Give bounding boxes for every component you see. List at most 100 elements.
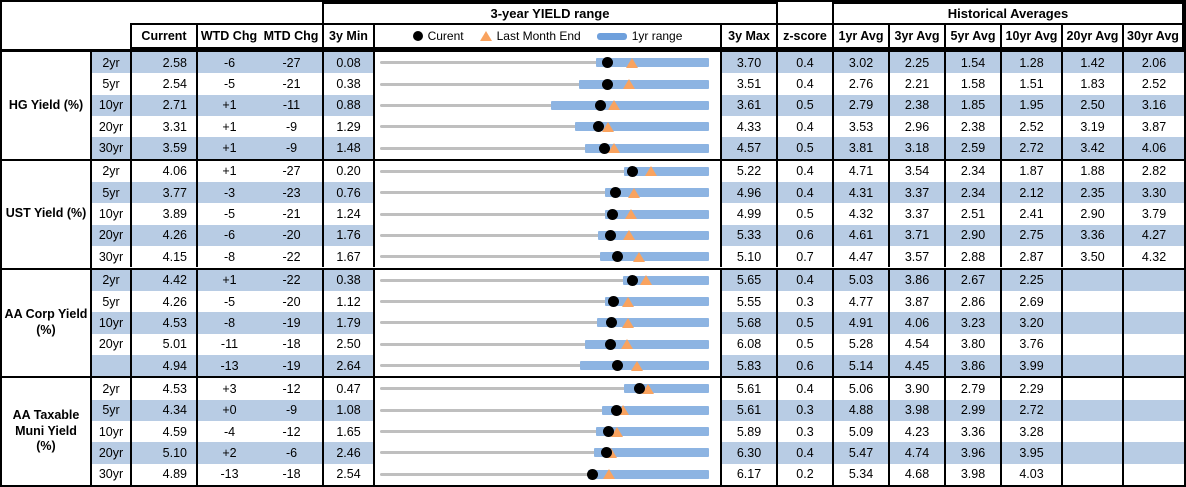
legend-current-label: Curent: [427, 29, 464, 43]
range-track: [380, 125, 709, 129]
mtd-chg-cell: -12: [261, 378, 324, 400]
last-month-end-triangle-icon: [623, 79, 636, 90]
yield-range-chart: [375, 52, 722, 74]
z-score-cell: 0.4: [778, 378, 834, 400]
avg-5yr-cell: 2.99: [946, 399, 1002, 421]
range-track: [380, 278, 709, 282]
z-score-cell: 0.4: [778, 182, 834, 204]
yield-range-chart: [375, 73, 722, 95]
range-bar-1yr: [596, 318, 709, 328]
yield-range-chart: [375, 442, 722, 464]
current-yield-cell: 2.58: [132, 52, 198, 74]
avg-1yr-cell: 4.71: [834, 160, 890, 183]
wtd-chg-cell: +3: [222, 381, 237, 396]
range-track: [380, 169, 709, 173]
tenor-cell: 5yr: [92, 399, 132, 421]
avg-30yr-cell: [1124, 400, 1184, 421]
avg-10yr-cell: 2.75: [1002, 224, 1063, 247]
current-yield-cell: 4.53: [132, 378, 198, 400]
yield-range-chart: [375, 137, 722, 159]
current-dot-icon: [604, 229, 616, 241]
table-row: 5yr 4.34 +0 -9 1.08 5.61 0.3 4.88 3.98 2…: [92, 399, 1184, 421]
current-yield-cell: 4.59: [132, 420, 198, 443]
current-yield-cell: 4.94: [132, 354, 198, 377]
tenor-cell: 2yr: [92, 378, 132, 400]
avg-1yr-cell: 4.88: [834, 399, 890, 421]
legend-current: Curent: [412, 29, 464, 43]
avg-1yr-cell: 5.47: [834, 442, 890, 464]
min-3y-cell: 2.64: [324, 354, 375, 377]
avg-1yr-cell: 3.53: [834, 116, 890, 138]
wtd-chg-cell: +1: [222, 141, 237, 156]
avg-30yr-cell: 2.06: [1141, 55, 1167, 70]
current-dot-icon: [607, 296, 619, 308]
avg-3yr-cell: 3.37: [890, 182, 946, 204]
min-3y-cell: 1.08: [324, 399, 375, 421]
max-3y-cell: 5.89: [722, 420, 778, 443]
avg-5yr-cell: 2.51: [946, 203, 1002, 225]
range-track: [380, 321, 709, 325]
tenor-cell: 20yr: [92, 224, 132, 247]
min-3y-cell: 0.88: [324, 94, 375, 117]
table-row: 4.94 -13 -19 2.64 5.83 0.6 5.14 4.45 3.8…: [92, 354, 1184, 377]
max-3y-cell: 4.57: [722, 137, 778, 159]
wtd-chg-cell: -6: [223, 228, 236, 243]
yield-range-chart: [375, 269, 722, 291]
wtd-chg-cell: -8: [223, 249, 236, 264]
last-month-end-triangle-icon: [621, 339, 634, 350]
table-row: 30yr 3.59 +1 -9 1.48 4.57 0.5 3.81 3.18 …: [92, 137, 1184, 159]
current-dot-icon: [626, 274, 638, 286]
group-label: AA Taxable Muni Yield (%): [2, 378, 92, 485]
min-3y-cell: 1.67: [324, 246, 375, 268]
avg-5yr-cell: 3.86: [946, 354, 1002, 377]
table-row: 2yr 2.58 -6 -27 0.08 3.70 0.4 3.02 2.25 …: [92, 52, 1184, 74]
avg-20yr-cell: 2.50: [1063, 94, 1124, 117]
z-score-cell: 0.4: [778, 52, 834, 74]
tenor-cell: 30yr: [92, 246, 132, 268]
yield-group: AA Taxable Muni Yield (%) 2yr 4.53 +3 -1…: [2, 376, 1184, 485]
z-score-cell: 0.5: [778, 137, 834, 159]
avg-10yr-cell: 4.03: [1002, 463, 1063, 485]
wtd-chg-cell: -3: [223, 185, 236, 200]
yield-range-chart: [375, 378, 722, 400]
tenor-cell: 10yr: [92, 203, 132, 225]
current-dot-icon: [587, 468, 599, 480]
z-score-cell: 0.4: [778, 116, 834, 138]
wtd-chg-cell: +2: [222, 445, 237, 460]
avg-20yr-cell: [1063, 269, 1124, 291]
tenor-cell: 20yr: [92, 442, 132, 464]
group-label: AA Corp Yield (%): [2, 269, 92, 377]
mtd-chg-cell: -11: [261, 94, 324, 117]
min-3y-cell: 0.47: [324, 378, 375, 400]
tenor-cell: 10yr: [92, 420, 132, 443]
tenor-cell: 10yr: [92, 312, 132, 334]
avg-10yr-cell: 2.72: [1002, 137, 1063, 159]
max-3y-cell: 3.61: [722, 94, 778, 117]
last-month-end-triangle-icon: [608, 143, 621, 154]
avg-3yr-cell: 4.68: [890, 463, 946, 485]
yield-range-chart: [375, 94, 722, 117]
range-track: [380, 255, 709, 259]
range-bar-icon: [596, 32, 627, 40]
range-track: [380, 342, 709, 346]
mtd-chg-cell: -23: [261, 182, 324, 204]
range-bar-1yr: [622, 275, 709, 285]
avg-20yr-cell: 1.83: [1063, 73, 1124, 95]
avg-30yr-cell: [1124, 421, 1184, 442]
avg-5yr-cell: 2.90: [946, 224, 1002, 247]
yield-range-chart: [375, 312, 722, 334]
range-bar-1yr: [602, 405, 709, 415]
current-yield-cell: 4.15: [132, 246, 198, 268]
mtd-chg-cell: -9: [261, 399, 324, 421]
mtd-chg-cell: -9: [261, 137, 324, 159]
max-3y-cell: 3.51: [722, 73, 778, 95]
yield-range-chart: [375, 354, 722, 377]
max-3y-cell: 6.08: [722, 333, 778, 355]
max-3y-cell: 4.33: [722, 116, 778, 138]
avg-20yr-cell: 2.90: [1063, 203, 1124, 225]
tenor-cell: 30yr: [92, 463, 132, 485]
table-header: 3-year YIELD range Historical Averages C…: [2, 2, 1184, 49]
avg-1yr-cell: 4.91: [834, 312, 890, 334]
current-yield-cell: 4.26: [132, 224, 198, 247]
avg-10yr-cell: 1.87: [1002, 160, 1063, 183]
